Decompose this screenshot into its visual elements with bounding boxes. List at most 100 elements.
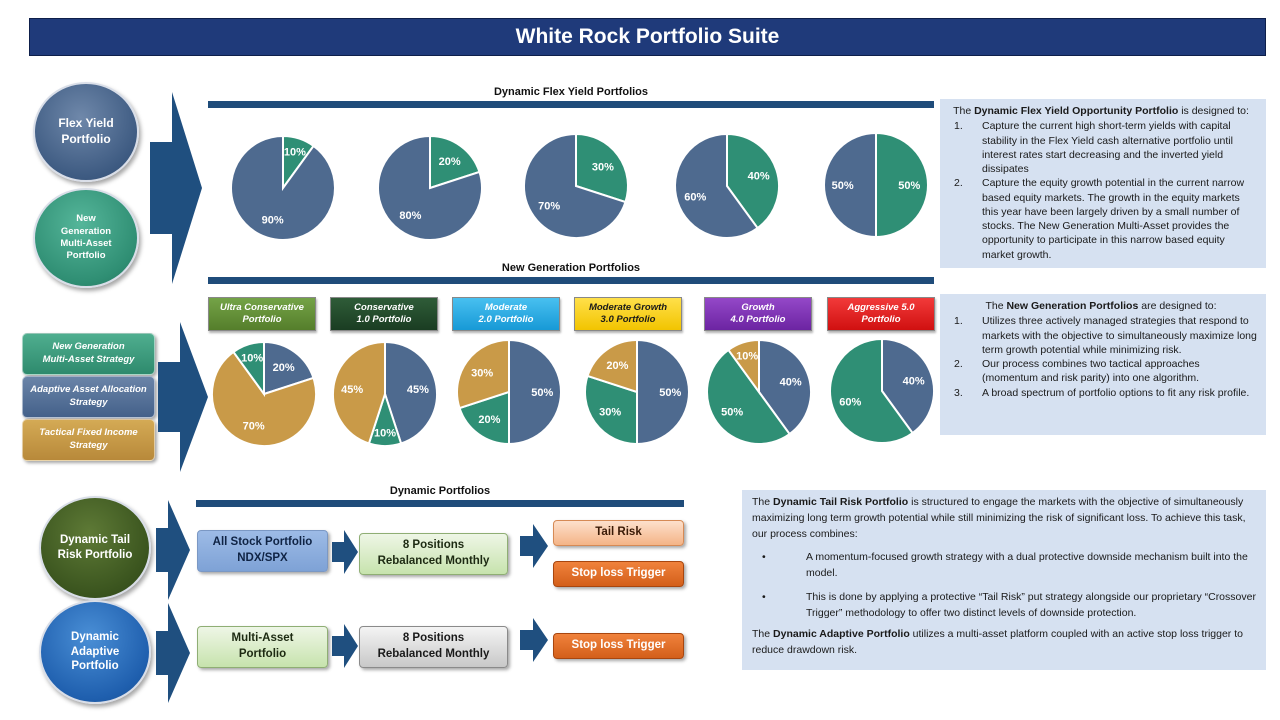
tail-arrow-3-icon (520, 524, 548, 568)
pie-slice-label: 30% (592, 161, 614, 173)
flex-pie-2: 20% 80% (376, 134, 484, 242)
pie-slice-label: 20% (606, 360, 628, 372)
dynamic-tail-circle: Dynamic Tail Risk Portfolio (39, 496, 151, 600)
pie-slice-gold (727, 338, 760, 396)
adaptive-arrow-3-icon (520, 618, 548, 662)
newgen-info-intro: The New Generation Portfolios are design… (985, 300, 1217, 312)
pie-slice-green (726, 132, 780, 230)
pie-chart: 50% 20% 30% (456, 338, 562, 446)
pie-slice-gold (332, 340, 386, 445)
pie-chart: 40% 60% (829, 337, 935, 444)
pie-slice-label: 20% (273, 362, 295, 374)
tail-positions-box: 8 Positions Rebalanced Monthly (359, 533, 508, 575)
newgen-pie-conservative: 45% 10% 45% (331, 340, 439, 448)
pie-slice-label: 10% (736, 350, 758, 362)
flex-info-list: 1. Capture the current high short-term yi… (944, 119, 1258, 262)
tail-stop-loss-box: Stop loss Trigger (553, 561, 684, 587)
pie-chart: 20% 70% 10% (211, 340, 317, 447)
newgen-pie-growth: 40% 50% 10% (705, 338, 813, 446)
flex-info-box: The Dynamic Flex Yield Opportunity Portf… (940, 99, 1266, 268)
pie-slice-label: 20% (478, 414, 500, 426)
tail-arrow-2-icon (332, 530, 358, 574)
pie-slice-blue (881, 337, 935, 435)
pie-chart: 50% 30% 20% (584, 338, 690, 446)
strategy-new-generation: New Generation Multi-Asset Strategy (22, 333, 155, 375)
flex-section-line (208, 101, 934, 108)
pie-slice-label: 20% (439, 156, 461, 168)
pie-slice-blue (377, 134, 483, 241)
multi-asset-portfolio-box: Multi-Asset Portfolio (197, 626, 328, 668)
adaptive-positions-box: 8 Positions Rebalanced Monthly (359, 626, 508, 668)
tab-moderate: Moderate 2.0 Portfolio (452, 297, 560, 331)
pie-chart: 45% 10% 45% (332, 340, 438, 447)
list-item: • A momentum-focused growth strategy wit… (762, 551, 1248, 579)
pie-slice-label: 50% (531, 387, 553, 399)
pie-slice-blue (823, 131, 877, 239)
pie-slice-gold (456, 338, 510, 410)
pie-slice-label: 10% (284, 146, 306, 158)
pie-chart: 30% 70% (523, 132, 629, 239)
newgen-pie-moderate: 50% 20% 30% (455, 338, 563, 446)
pie-slice-blue (674, 132, 759, 239)
newgen-arrow-icon (158, 322, 208, 472)
pie-slice-blue (230, 134, 336, 241)
page-title: White Rock Portfolio Suite (29, 18, 1266, 56)
pie-slice-blue (636, 338, 690, 446)
pie-slice-label: 70% (243, 421, 265, 433)
new-generation-circle: New Generation Multi-Asset Portfolio (33, 188, 139, 288)
pie-slice-label: 50% (721, 407, 743, 419)
newgen-section-line (208, 277, 934, 284)
pie-chart: 40% 50% 10% (706, 338, 812, 445)
pie-slice-label: 60% (839, 396, 861, 408)
list-item: 1. Capture the current high short-term yi… (954, 120, 1233, 176)
pie-slice-label: 40% (780, 377, 802, 389)
newgen-section-title: New Generation Portfolios (501, 262, 641, 274)
flex-pie-3: 30% 70% (522, 132, 630, 240)
pie-slice-label: 80% (399, 210, 421, 222)
pie-slice-green (875, 131, 929, 239)
pie-slice-label: 60% (684, 191, 706, 203)
adaptive-stop-loss-box: Stop loss Trigger (553, 633, 684, 659)
dynamic-adaptive-circle: Dynamic Adaptive Portfolio (39, 600, 151, 704)
pie-slice-green (706, 348, 791, 445)
tab-growth: Growth 4.0 Portfolio (704, 297, 812, 331)
list-item: 2. Our process combines two tactical appr… (954, 358, 1200, 385)
pie-slice-label: 30% (471, 367, 493, 379)
adaptive-arrow-2-icon (332, 624, 358, 668)
dynamic-section-line (196, 500, 684, 507)
adaptive-paragraph: The Dynamic Adaptive Portfolio utilizes … (752, 628, 1243, 656)
flex-section-title: Dynamic Flex Yield Portfolios (493, 86, 649, 98)
tab-moderate-growth: Moderate Growth 3.0 Portfolio (574, 297, 682, 331)
flex-arrow-icon (150, 92, 202, 284)
pie-slice-label: 50% (659, 387, 681, 399)
pie-slice-label: 10% (374, 428, 396, 440)
flex-pie-4: 40% 60% (673, 132, 781, 240)
pie-slice-label: 10% (241, 352, 263, 364)
adaptive-arrow-1-icon (156, 603, 190, 703)
pie-slice-blue (523, 132, 627, 239)
pie-chart: 50% 50% (823, 131, 929, 239)
pie-slice-label: 45% (407, 384, 429, 396)
newgen-pie-aggressive: 40% 60% (828, 337, 936, 445)
pie-slice-blue (758, 338, 812, 436)
strategy-tactical-fixed: Tactical Fixed Income Strategy (22, 419, 155, 461)
tab-conservative: Conservative 1.0 Portfolio (330, 297, 438, 331)
pie-slice-green (232, 340, 265, 398)
flex-yield-circle: Flex Yield Portfolio (33, 82, 139, 182)
tail-risk-paragraph: The Dynamic Tail Risk Portfolio is struc… (752, 496, 1246, 540)
dynamic-section-title: Dynamic Portfolios (389, 485, 491, 497)
pie-slice-label: 50% (832, 180, 854, 192)
pie-slice-green (575, 132, 629, 204)
pie-slice-gold (211, 350, 317, 447)
list-item: 2. Capture the equity growth potential in… (954, 177, 1245, 261)
pie-slice-green (584, 374, 638, 446)
strategy-adaptive-asset: Adaptive Asset Allocation Strategy (22, 376, 155, 418)
pie-slice-label: 90% (262, 215, 284, 227)
flex-pie-1: 10% 90% (229, 134, 337, 242)
tail-arrow-1-icon (156, 500, 190, 600)
flex-info-intro: The Dynamic Flex Yield Opportunity Portf… (953, 105, 1249, 117)
pie-slice-gold (586, 338, 638, 394)
list-item: 1. Utilizes three actively managed strate… (954, 315, 1257, 356)
pie-slice-label: 70% (538, 201, 560, 213)
pie-slice-label: 50% (898, 180, 920, 192)
